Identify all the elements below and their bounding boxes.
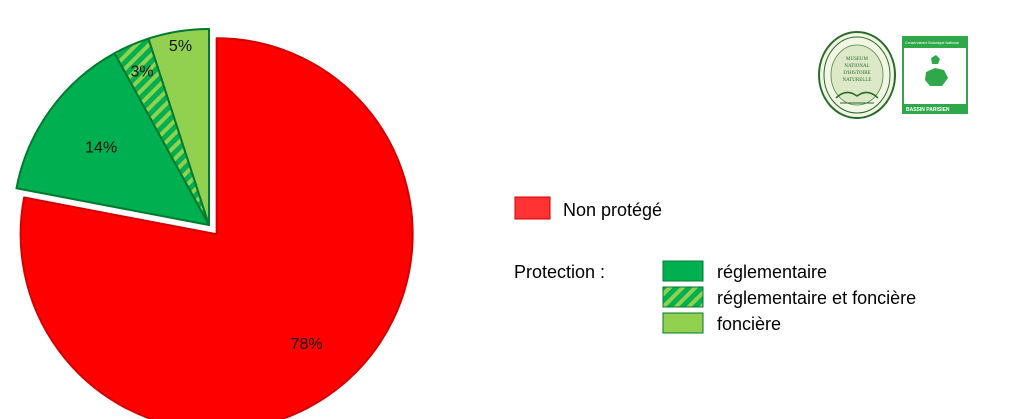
cbnbp-logo-top-text: Conservatoire Botanique National <box>905 41 959 45</box>
cbnbp-logo-bottom-text: BASSIN PARISIEN <box>906 107 950 113</box>
pie-chart <box>15 28 414 419</box>
legend: Non protégé Protection : réglementaire r… <box>514 196 916 334</box>
pie-label-reglementaire: 14% <box>85 140 117 157</box>
mnhn-logo-line: MUSEUM <box>846 57 869 62</box>
legend-label-reglementaire: réglementaire <box>717 262 827 282</box>
legend-protection-heading: Protection : <box>514 262 605 282</box>
pie-label-fonciere: 5% <box>169 38 192 55</box>
legend-label-reglementaire-fonciere: réglementaire et foncière <box>717 288 916 308</box>
pie-slice-fonciere <box>147 28 210 226</box>
mnhn-seal-logo: MUSEUM NATIONAL D'HISTOIRE NATURELLE <box>818 31 896 119</box>
cbnbp-logo: Conservatoire Botanique National BASSIN … <box>902 36 968 114</box>
pie-slice-non-protege <box>19 37 414 419</box>
legend-swatch-fonciere <box>662 312 704 334</box>
pie-labels: 78% 14% 3% 5% <box>85 38 322 353</box>
mnhn-logo-line: NATIONAL <box>844 64 869 69</box>
legend-swatch-non-protege <box>514 196 551 220</box>
legend-label-fonciere: foncière <box>717 314 781 334</box>
mnhn-logo-line: D'HISTOIRE <box>843 71 870 76</box>
legend-swatch-reglementaire-fonciere <box>662 286 704 308</box>
pie-slice-reglementaire <box>15 52 210 226</box>
legend-label-non-protege: Non protégé <box>563 200 662 220</box>
legend-swatch-reglementaire <box>662 260 704 282</box>
pie-label-non-protege: 78% <box>291 336 323 353</box>
mnhn-logo-line: NATURELLE <box>843 78 872 83</box>
pie-label-reglementaire-fonciere: 3% <box>130 63 153 80</box>
